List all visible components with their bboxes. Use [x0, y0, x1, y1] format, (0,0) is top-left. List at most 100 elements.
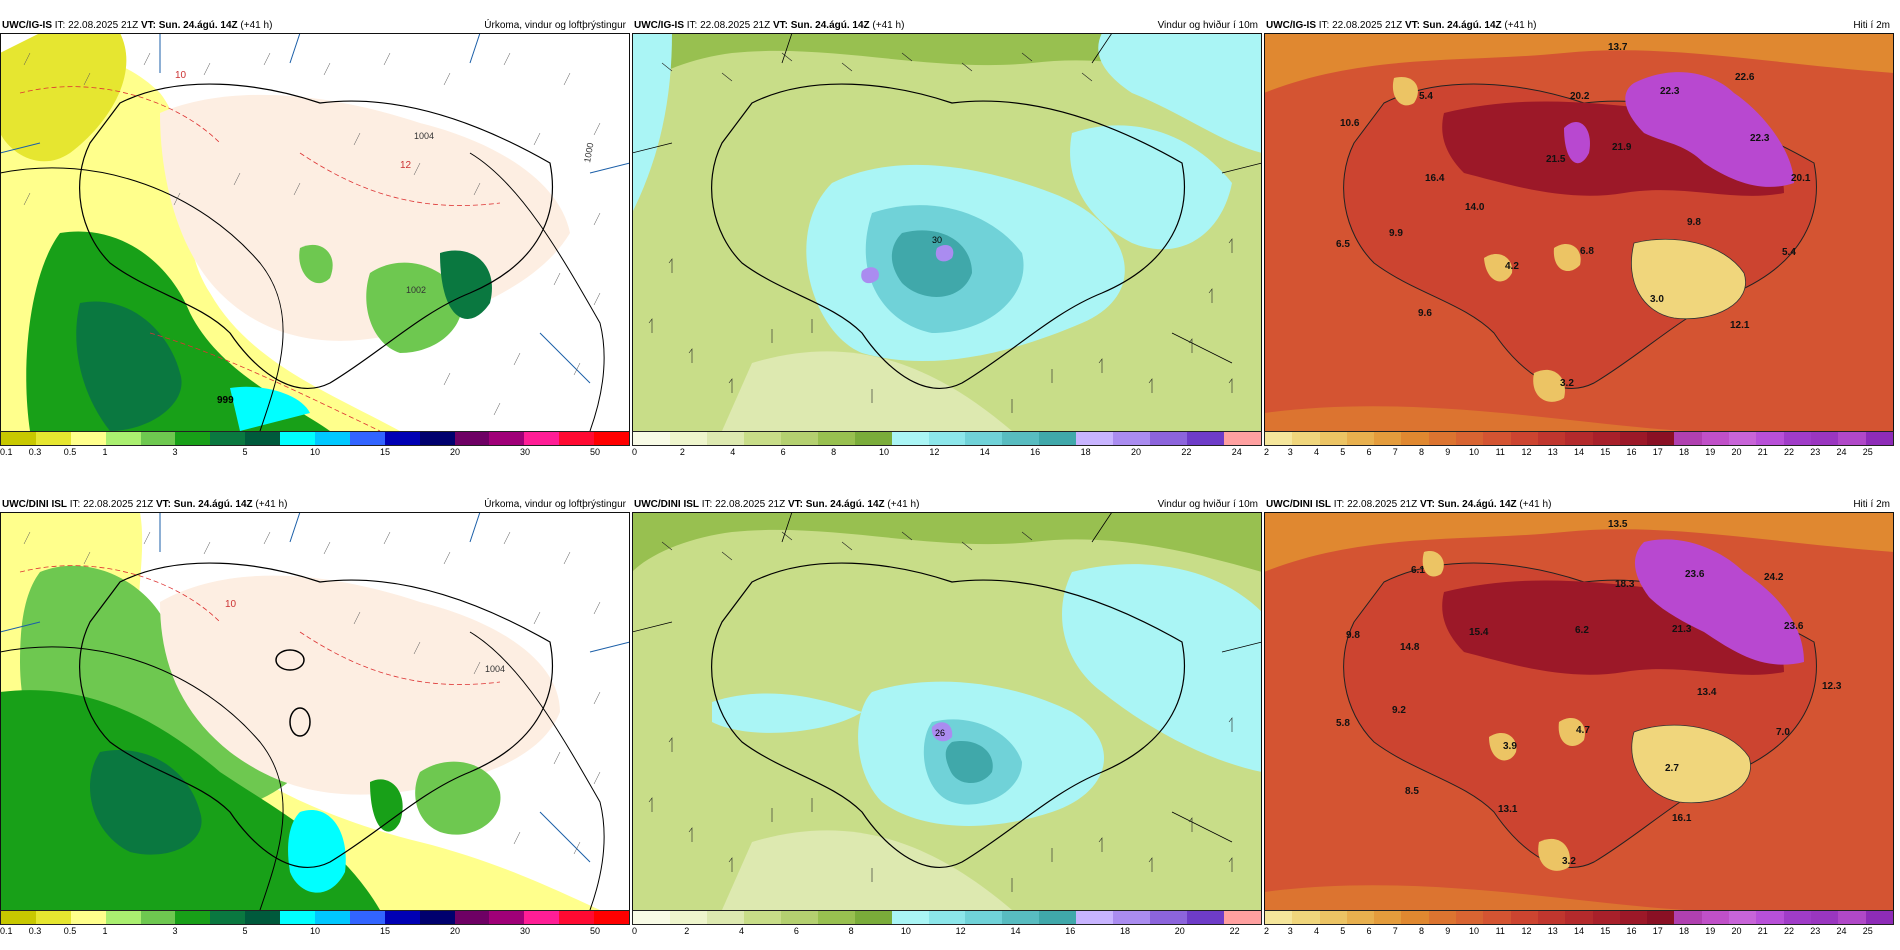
wind-swatch [1113, 432, 1151, 445]
model-name: UWC/DINI ISL [634, 499, 699, 510]
temp-swatch [1346, 432, 1375, 445]
colorbar-tick-label: 17 [1652, 926, 1663, 936]
wind-swatch [1224, 911, 1261, 924]
wind-colorbar [632, 431, 1262, 446]
colorbar-tick-label: 13 [1547, 447, 1558, 457]
wind-swatch [854, 911, 892, 924]
temp-swatch [1592, 432, 1620, 445]
wind-swatch [817, 432, 855, 445]
wind-swatch [706, 911, 744, 924]
panel-title: Vindur og hviður í 10m [1157, 499, 1258, 510]
colorbar-tick-label: 8 [1418, 447, 1425, 457]
temp-swatch [1428, 911, 1457, 924]
colorbar-tick-label: 25 [1862, 926, 1873, 936]
precip-swatch [384, 432, 420, 445]
precip-swatch [35, 911, 71, 924]
panel-title: Hiti í 2m [1853, 499, 1890, 510]
colorbar-tick-label: 23 [1810, 926, 1821, 936]
panel-header: UWC/IG-IS IT: 22.08.2025 21Z VT: Sun. 24… [0, 17, 630, 33]
colorbar-tick-label: 6 [1366, 926, 1372, 936]
precip-swatch [70, 432, 106, 445]
precip-swatch [280, 432, 316, 445]
valid-time: VT: Sun. 24.ágú. 14Z [155, 499, 253, 510]
wind-swatch [965, 432, 1003, 445]
colorbar-tick-label: 30 [519, 447, 531, 457]
colorbar-tick-label: 20 [449, 447, 461, 457]
temp-swatch [1537, 432, 1566, 445]
panel-title: Úrkoma, vindur og loftþrýstingur [484, 20, 626, 31]
temp-swatch [1865, 432, 1893, 445]
colorbar-tick-label: 10 [900, 926, 911, 936]
temp-swatch [1292, 911, 1320, 924]
temp-swatch [1674, 432, 1702, 445]
wind-swatch [1113, 911, 1151, 924]
colorbar-tick-label: 2 [1264, 447, 1270, 457]
lead-time: (+41 h) [252, 499, 288, 510]
temp-swatch [1346, 911, 1375, 924]
colorbar-tick-label: 15 [379, 447, 391, 457]
temp-swatch [1319, 432, 1347, 445]
colorbar-tick-label: 13 [1547, 926, 1558, 936]
temp-swatch [1374, 911, 1402, 924]
precip-swatch [105, 911, 141, 924]
precip-swatch [140, 432, 176, 445]
precip-swatch [210, 432, 246, 445]
panel-header: UWC/IG-IS IT: 22.08.2025 21Z VT: Sun. 24… [632, 17, 1262, 33]
panel-title: Úrkoma, vindur og loftþrýstingur [484, 499, 626, 510]
colorbar-tick-label: 10 [309, 447, 321, 457]
temp-swatch [1374, 432, 1402, 445]
panel-temp-dini: UWC/DINI ISL IT: 22.08.2025 21Z VT: Sun.… [1264, 496, 1894, 941]
init-time: IT: 22.08.2025 21Z [699, 499, 788, 510]
wind-swatch [928, 911, 966, 924]
colorbar-tick-label: 18 [1080, 447, 1091, 457]
lead-time: (+41 h) [1501, 20, 1537, 31]
colorbar-tick-label: 4 [1313, 447, 1320, 457]
colorbar-tick-label: 21 [1757, 447, 1768, 457]
precip-swatch [70, 911, 106, 924]
precip-map: 1004 10 [0, 512, 630, 910]
colorbar-tick-label: 0.3 [28, 926, 42, 936]
wind-swatch [1002, 432, 1040, 445]
temp-swatch [1510, 911, 1538, 924]
temp-swatch [1865, 911, 1893, 924]
wind-colorbar-ticks: 0 2 4 6 8 10 12 14 16 18 20 22 24 [632, 447, 1262, 459]
temp-colorbar-ticks: 2 3 4 5 6 7 8 9 10 11 12 13 14 15 16 17 18 19 20 21 22 23 24 25 [1264, 926, 1894, 938]
colorbar-tick-label: 3 [172, 926, 178, 936]
temp-colorbar-ticks: 2 3 4 5 6 7 8 9 10 11 12 13 14 15 16 17 18 19 20 21 22 23 24 25 [1264, 447, 1894, 459]
pressure-label: 999 [217, 395, 234, 406]
wind-swatch [854, 432, 892, 445]
temp-swatch [1701, 911, 1730, 924]
precip-swatch [1, 432, 36, 445]
panel-precip-igis: UWC/IG-IS IT: 22.08.2025 21Z VT: Sun. 24… [0, 17, 630, 462]
colorbar-tick-label: 0.1 [0, 926, 13, 936]
lead-time: (+41 h) [237, 20, 273, 31]
colorbar-tick-label: 8 [1418, 926, 1425, 936]
colorbar-tick-label: 10 [1468, 447, 1480, 457]
colorbar-tick-label: 0.3 [28, 447, 42, 457]
colorbar-tick-label: 5 [1340, 447, 1346, 457]
colorbar-tick-label: 18 [1120, 926, 1131, 936]
colorbar-tick-label: 0 [632, 926, 638, 936]
colorbar-tick-label: 20 [1731, 926, 1742, 936]
init-time: IT: 22.08.2025 21Z [52, 20, 141, 31]
colorbar-tick-label: 6 [780, 447, 786, 457]
precip-map: 999 1004 1002 1000 10 12 [0, 33, 630, 431]
init-time: IT: 22.08.2025 21Z [1331, 499, 1420, 510]
colorbar-tick-label: 15 [1600, 447, 1611, 457]
colorbar-tick-label: 23 [1810, 447, 1821, 457]
temp-colorbar [1264, 910, 1894, 925]
precip-swatch [559, 911, 595, 924]
colorbar-tick-label: 1 [102, 926, 108, 936]
valid-time: VT: Sun. 24.ágú. 14Z [787, 499, 885, 510]
precip-swatch [384, 911, 420, 924]
colorbar-tick-label: 24 [1836, 926, 1847, 936]
temp-swatch [1510, 432, 1538, 445]
colorbar-tick-label: 8 [848, 926, 854, 936]
precip-swatch [489, 432, 525, 445]
panel-precip-dini: UWC/DINI ISL IT: 22.08.2025 21Z VT: Sun.… [0, 496, 630, 941]
colorbar-tick-label: 9 [1445, 447, 1451, 457]
pressure-label: 1004 [414, 131, 434, 141]
temp-swatch [1729, 911, 1757, 924]
colorbar-tick-label: 4 [730, 447, 736, 457]
wind-swatch [1076, 432, 1114, 445]
